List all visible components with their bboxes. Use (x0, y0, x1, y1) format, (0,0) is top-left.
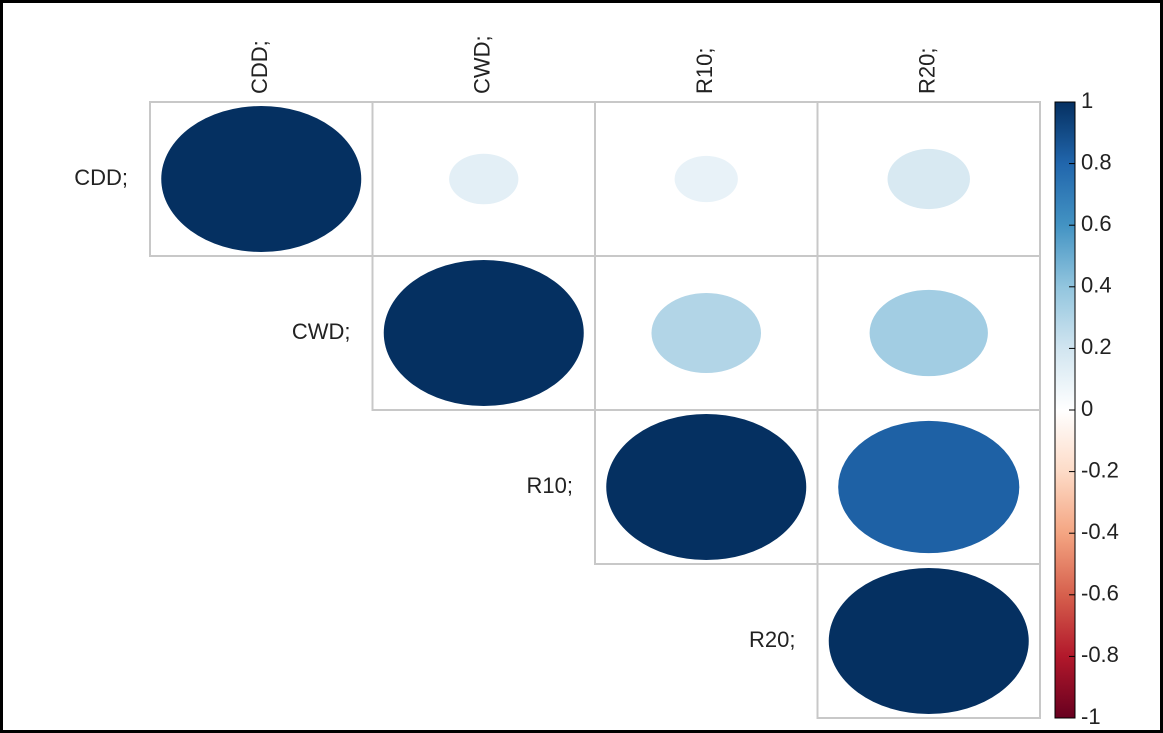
corr-circle (606, 414, 807, 560)
corr-circle (449, 153, 519, 205)
corr-circle (674, 155, 738, 203)
corr-circle (161, 106, 362, 252)
row-label: R10; (527, 473, 573, 498)
colorbar-tick-label: -0.8 (1081, 642, 1119, 667)
row-label: R20; (749, 627, 795, 652)
corr-circle (887, 148, 970, 210)
column-label: CWD; (470, 35, 495, 94)
corr-circle (383, 260, 584, 406)
row-label: CWD; (292, 319, 351, 344)
row-label: CDD; (74, 165, 128, 190)
colorbar-tick-label: 0.6 (1081, 211, 1112, 236)
corr-circle (838, 420, 1020, 554)
colorbar-tick-label: 1 (1081, 88, 1093, 113)
colorbar-tick-label: 0.8 (1081, 149, 1112, 174)
corr-circle (651, 293, 762, 373)
colorbar-tick-label: -0.2 (1081, 457, 1119, 482)
colorbar-tick-label: -0.6 (1081, 581, 1119, 606)
colorbar-tick-label: -1 (1081, 704, 1101, 729)
corr-circle (828, 568, 1029, 714)
colorbar-tick-label: 0.4 (1081, 273, 1112, 298)
colorbar-tick-label: 0 (1081, 396, 1093, 421)
cell (816, 563, 1041, 719)
column-label: R20; (915, 48, 940, 94)
colorbar-tick-label: -0.4 (1081, 519, 1119, 544)
colorbar-tick-label: 0.2 (1081, 334, 1112, 359)
corr-circle (869, 289, 988, 377)
column-label: CDD; (247, 40, 272, 94)
column-label: R10; (692, 48, 717, 94)
